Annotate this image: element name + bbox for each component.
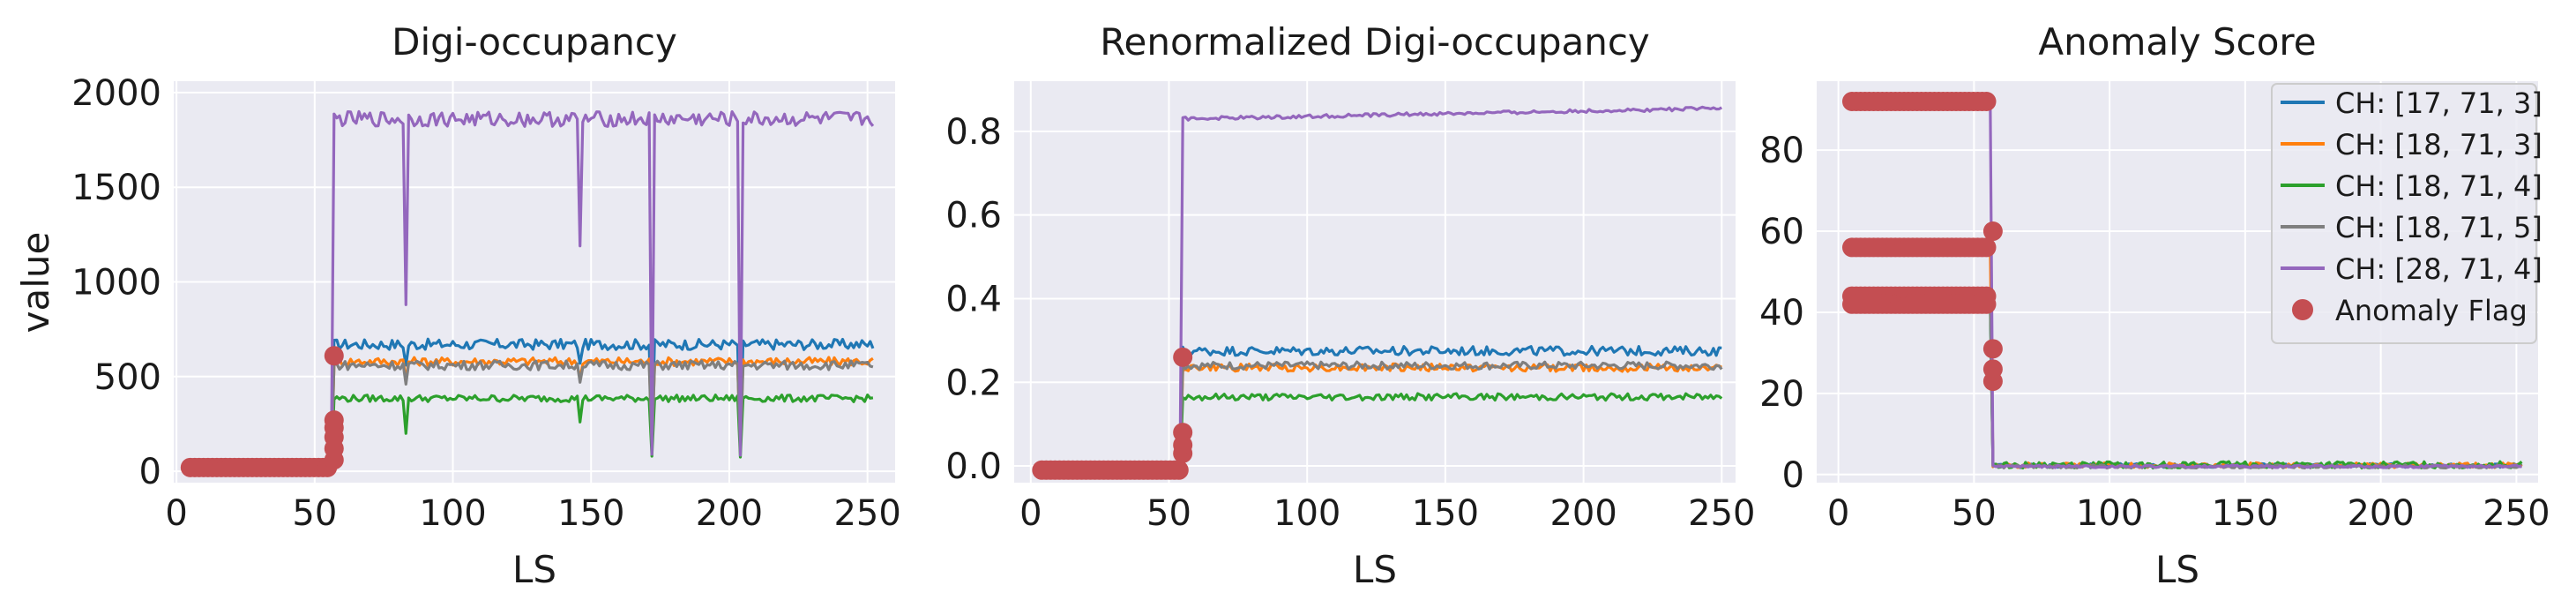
y-tick-label: 20 xyxy=(1759,374,1804,415)
x-axis-label: LS xyxy=(512,548,556,591)
anomaly-point xyxy=(1976,237,1997,258)
anomaly-points xyxy=(1841,91,2003,392)
y-tick-label: 0.2 xyxy=(945,363,1002,403)
anomaly-points xyxy=(1032,347,1193,480)
legend-swatch-anomaly xyxy=(2292,299,2313,320)
anomaly-point xyxy=(324,346,344,366)
y-tick-label: 80 xyxy=(1759,131,1804,171)
y-tick-label: 0.4 xyxy=(945,279,1002,319)
x-tick-label: 150 xyxy=(557,493,624,534)
x-axis-label: LS xyxy=(2155,548,2199,591)
y-tick-label: 1000 xyxy=(71,263,161,304)
anomaly-point xyxy=(1976,91,1997,111)
legend-label-series-3: CH: [18, 71, 4] xyxy=(2335,169,2542,203)
legend-label-series-4: CH: [18, 71, 5] xyxy=(2335,211,2542,244)
anomaly-point xyxy=(1976,294,1997,314)
y-tick-label: 0.8 xyxy=(945,112,1002,153)
chart-title: Anomaly Score xyxy=(2038,20,2316,64)
x-ticks: 0 50 100 150 200 250 xyxy=(165,493,900,534)
anomaly-points xyxy=(180,346,344,477)
x-tick-label: 250 xyxy=(833,493,900,534)
x-tick-label: 100 xyxy=(2076,493,2143,534)
x-tick-label: 250 xyxy=(1688,493,1755,534)
chart-title: Digi-occupancy xyxy=(392,20,677,64)
anomaly-point xyxy=(1173,347,1193,367)
anomaly-point xyxy=(1173,423,1193,443)
x-tick-label: 0 xyxy=(165,493,187,534)
legend-box xyxy=(2271,83,2537,344)
x-tick-label: 200 xyxy=(2347,493,2414,534)
grid xyxy=(1817,81,2538,483)
y-axis-label: value xyxy=(14,232,57,334)
anomaly-point xyxy=(1982,371,2003,392)
x-tick-label: 50 xyxy=(1146,493,1191,534)
anomaly-point xyxy=(1982,339,2003,359)
panel-renormalized: 0 50 100 150 200 250 0.0 0.2 0.4 0.6 0.8 Renormal… xyxy=(945,20,1755,591)
y-tick-label: 0.0 xyxy=(945,446,1002,487)
x-tick-label: 50 xyxy=(292,493,337,534)
legend-label-anomaly: Anomaly Flag xyxy=(2335,294,2527,327)
x-tick-label: 200 xyxy=(696,493,763,534)
x-tick-label: 100 xyxy=(1273,493,1340,534)
chart-title: Renormalized Digi-occupancy xyxy=(1100,20,1650,64)
grid xyxy=(174,81,895,483)
x-ticks: 0 50 100 150 200 250 xyxy=(1019,493,1755,534)
y-tick-label: 500 xyxy=(94,357,161,398)
x-tick-label: 50 xyxy=(1952,493,1997,534)
plot-area xyxy=(1014,81,1736,483)
x-ticks: 0 50 100 150 200 250 xyxy=(1827,493,2550,534)
y-ticks: 0 20 40 60 80 xyxy=(1759,131,1804,496)
x-tick-label: 150 xyxy=(1412,493,1479,534)
legend: CH: [17, 71, 3] CH: [18, 71, 3] CH: [18,… xyxy=(2271,83,2542,344)
anomaly-point xyxy=(324,410,344,431)
x-tick-label: 150 xyxy=(2212,493,2279,534)
y-tick-label: 0 xyxy=(1782,455,1804,496)
legend-label-series-5: CH: [28, 71, 4] xyxy=(2335,252,2542,286)
y-tick-label: 40 xyxy=(1759,293,1804,334)
anomaly-point xyxy=(1169,460,1189,480)
x-tick-label: 100 xyxy=(419,493,486,534)
legend-label-series-1: CH: [17, 71, 3] xyxy=(2335,86,2542,120)
y-tick-label: 2000 xyxy=(71,73,161,114)
y-tick-label: 1500 xyxy=(71,168,161,208)
y-tick-label: 0.6 xyxy=(945,196,1002,236)
y-ticks: 0.0 0.2 0.4 0.6 0.8 xyxy=(945,112,1002,487)
grid xyxy=(1014,81,1736,483)
y-tick-label: 0 xyxy=(139,452,161,492)
anomaly-point xyxy=(1982,221,2003,242)
x-axis-label: LS xyxy=(1353,548,1397,591)
x-tick-label: 250 xyxy=(2483,493,2550,534)
x-tick-label: 200 xyxy=(1549,493,1617,534)
x-tick-label: 0 xyxy=(1019,493,1042,534)
y-ticks: 0 500 1000 1500 2000 xyxy=(71,73,161,492)
legend-label-series-2: CH: [18, 71, 3] xyxy=(2335,128,2542,161)
x-tick-label: 0 xyxy=(1827,493,1849,534)
panel-digi-occupancy: 0 50 100 150 200 250 0 500 1000 1500 2000 Digi-oc… xyxy=(14,20,901,591)
y-tick-label: 60 xyxy=(1759,212,1804,252)
